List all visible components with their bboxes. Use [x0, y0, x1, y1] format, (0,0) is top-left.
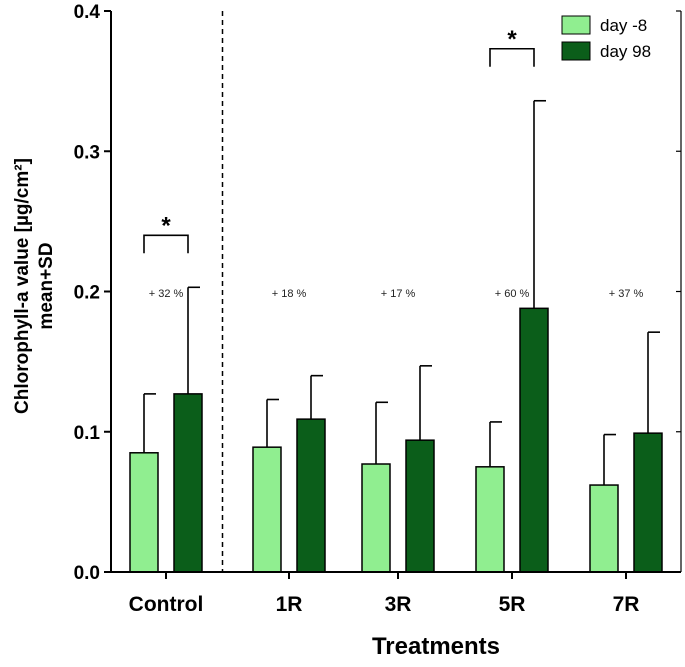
x-tick-label-3r: 3R: [385, 593, 412, 616]
y-tick-label: 0.3: [74, 142, 100, 163]
bar-control-day-98: [173, 393, 203, 573]
significance-star-control: *: [161, 212, 171, 239]
legend-swatch-day-98: [561, 41, 591, 61]
bar-1r-day-minus8: [252, 446, 282, 573]
legend-swatch-day-minus8: [561, 15, 591, 35]
change-label-control: + 32 %: [149, 288, 184, 300]
y-tick-label: 0.2: [74, 283, 100, 304]
y-axis-title-line1: Chlorophyll-a value [µg/cm²]: [12, 158, 33, 414]
change-label-7r: + 37 %: [609, 288, 644, 300]
x-tick-label-control: Control: [129, 593, 204, 616]
significance-bracket-5r: [489, 47, 535, 67]
significance-bracket-control: [143, 234, 189, 254]
x-tick-label-7r: 7R: [613, 593, 640, 616]
y-tick-label: 0.1: [74, 423, 101, 444]
bar-control-day-minus8: [129, 452, 159, 573]
bar-7r-day-minus8: [589, 484, 619, 573]
bar-7r-day-98: [633, 432, 663, 573]
x-tick-label-1r: 1R: [276, 593, 303, 616]
bar-3r-day-98: [405, 439, 435, 573]
x-tick-label-5r: 5R: [499, 593, 526, 616]
significance-star-5r: *: [507, 26, 517, 53]
bar-3r-day-minus8: [361, 463, 391, 573]
y-tick-label: 0.0: [74, 563, 100, 584]
legend-label-day-98: day 98: [600, 42, 651, 61]
bar-1r-day-98: [296, 418, 326, 573]
legend-label-day-minus8: day -8: [600, 16, 647, 35]
bar-5r-day-minus8: [475, 466, 505, 573]
x-axis-title: Treatments: [372, 633, 500, 660]
change-label-1r: + 18 %: [272, 288, 307, 300]
y-tick-label: 0.4: [74, 2, 101, 23]
change-label-5r: + 60 %: [495, 288, 530, 300]
y-axis-title-line2: mean+SD: [36, 242, 57, 329]
bar-5r-day-98: [519, 307, 549, 573]
change-label-3r: + 17 %: [381, 288, 416, 300]
